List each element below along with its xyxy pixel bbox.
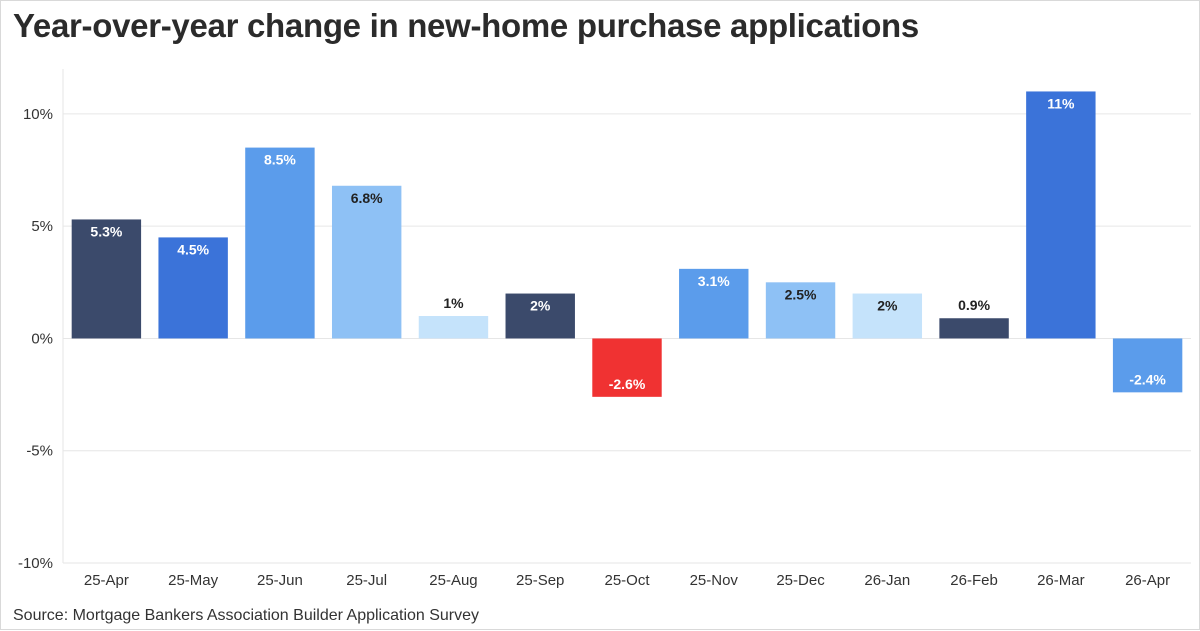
x-tick-label: 25-Apr <box>84 572 129 589</box>
bar-data-label: 2% <box>530 298 551 314</box>
bar-data-label: 4.5% <box>177 241 209 257</box>
bar <box>852 293 923 339</box>
bar <box>765 282 836 339</box>
bar-data-label: -2.6% <box>609 376 646 392</box>
x-tick-label: 25-Jul <box>346 572 387 589</box>
bar-data-label: 8.5% <box>264 152 296 168</box>
bar-data-label: 2% <box>877 298 898 314</box>
x-tick-label: 26-Feb <box>950 572 998 589</box>
x-tick-label: 25-Sep <box>516 572 564 589</box>
x-tick-label: 25-Jun <box>257 572 303 589</box>
bar <box>331 185 402 339</box>
bar <box>1026 91 1096 339</box>
y-tick-label: -10% <box>18 555 53 572</box>
bar-data-label: 1% <box>443 295 464 311</box>
x-tick-label: 25-May <box>168 572 219 589</box>
y-tick-label: 10% <box>23 106 53 123</box>
x-tick-label: 26-Mar <box>1037 572 1085 589</box>
bar <box>592 338 662 397</box>
bar <box>71 219 142 339</box>
x-tick-label: 25-Oct <box>604 572 650 589</box>
bar-data-label: -2.4% <box>1129 371 1166 387</box>
bar-data-label: 0.9% <box>958 297 990 313</box>
y-axis-ticks: 10% 5% 0% -5% -10% <box>18 106 53 572</box>
x-tick-label: 25-Aug <box>429 572 477 589</box>
x-tick-label: 25-Dec <box>776 572 825 589</box>
bar-data-label: 6.8% <box>351 190 383 206</box>
x-tick-label: 25-Nov <box>690 572 739 589</box>
bar <box>505 293 575 339</box>
chart-title: Year-over-year change in new-home purcha… <box>13 7 919 44</box>
bar <box>245 147 315 339</box>
y-tick-label: 5% <box>31 218 53 235</box>
bar-data-label: 2.5% <box>785 286 817 302</box>
gridlines <box>62 69 1191 564</box>
bar-data-label: 11% <box>1047 95 1075 111</box>
bars: 5.3% 4.5% 8.5% 6.8% 1% 2% -2.6% 3.1% 2.5% 2% 0.9% 1… <box>71 91 1183 397</box>
bar <box>1112 338 1183 393</box>
bar <box>418 316 489 339</box>
x-tick-label: 26-Jan <box>864 572 910 589</box>
bar <box>939 318 1009 339</box>
source-note: Source: Mortgage Bankers Association Bui… <box>13 607 480 624</box>
x-tick-label: 26-Apr <box>1125 572 1170 589</box>
bar-data-label: 3.1% <box>698 273 730 289</box>
y-tick-label: -5% <box>26 443 53 460</box>
x-axis-ticks: 25-Apr 25-May 25-Jun 25-Jul 25-Aug 25-Sep 25-O… <box>84 572 1170 589</box>
bar <box>158 237 228 339</box>
bar <box>679 268 749 339</box>
bar-data-label: 5.3% <box>90 223 122 239</box>
y-tick-label: 0% <box>31 330 53 347</box>
